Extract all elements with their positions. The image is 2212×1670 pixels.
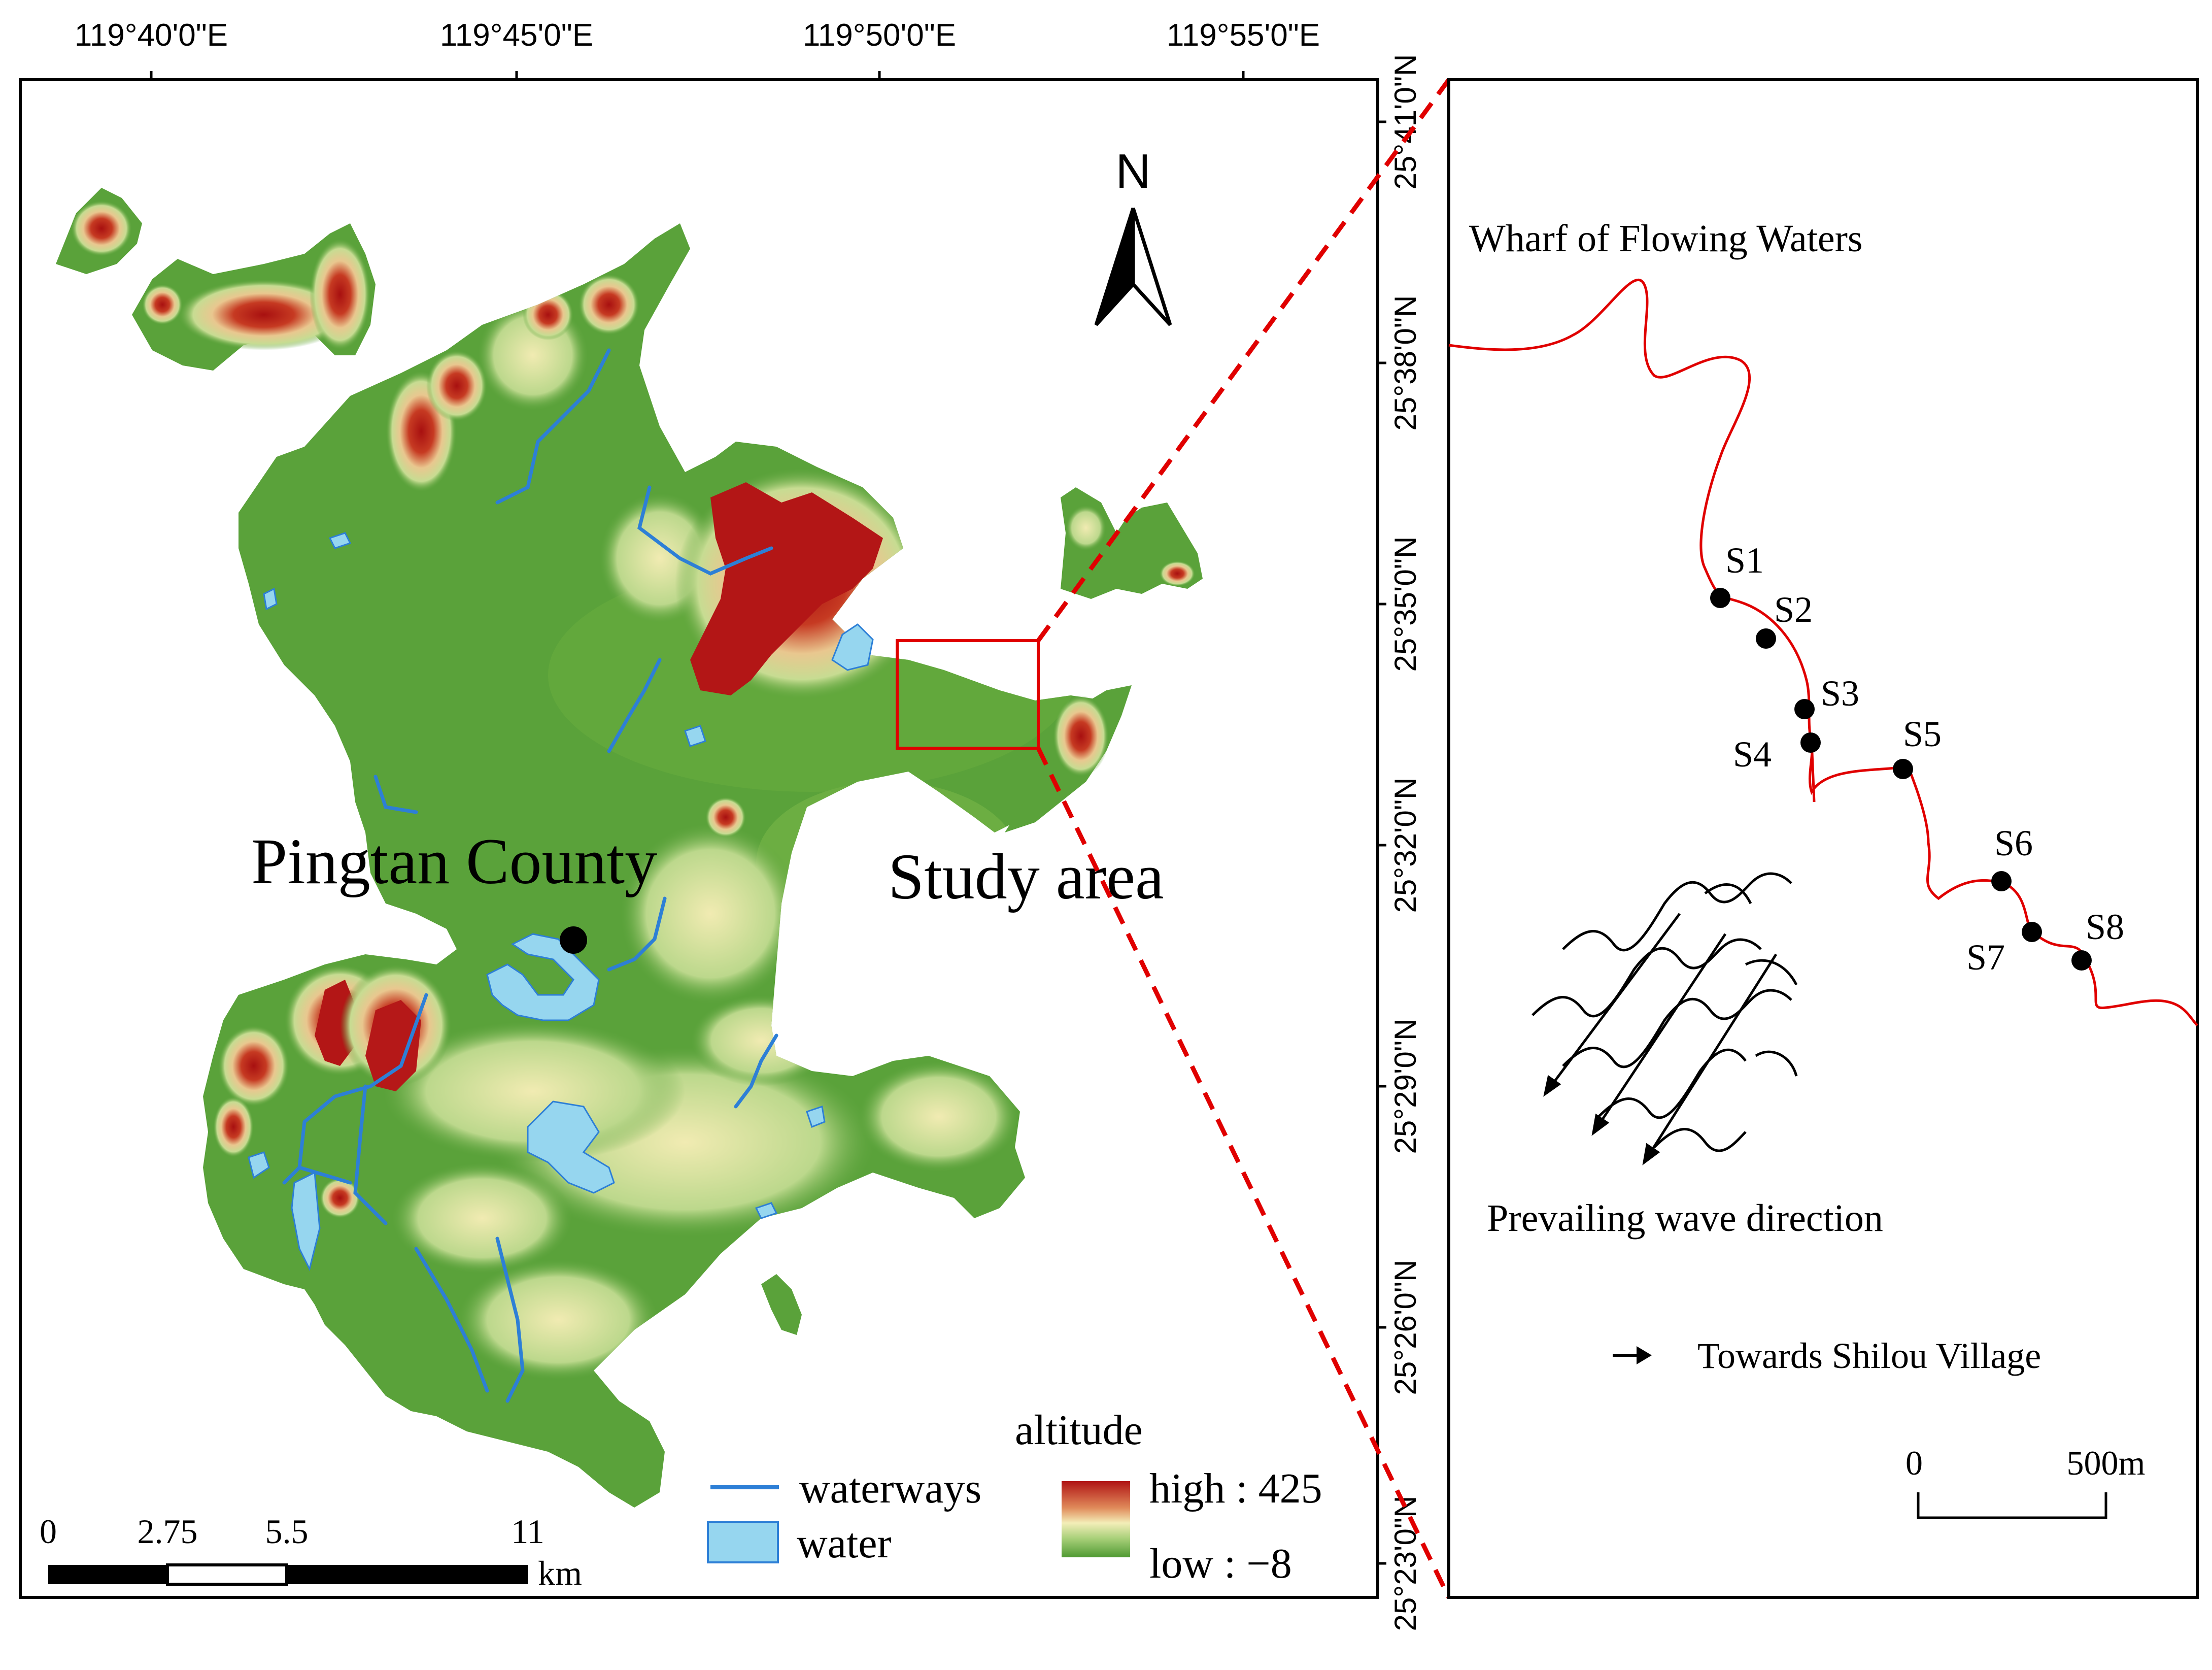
red-massif [690, 482, 883, 695]
station-s2 [1756, 628, 1776, 649]
lon-label-4: 119°55'0"E [1167, 18, 1320, 53]
scale-tick-1: 2.75 [138, 1512, 198, 1551]
lat-labels: 25°41'0"N 25°38'0"N 25°35'0"N 25°32'0"N … [1388, 54, 1422, 1631]
right-map: Wharf of Flowing Waters S1 S2 S3 S4 S5 S… [1447, 78, 2199, 1599]
zoom-connectors [1036, 78, 1451, 1598]
station-s6 [1991, 871, 2012, 891]
legend-water-label: water [797, 1520, 892, 1567]
county-label: Pingtan County [251, 825, 657, 897]
islet-east-peak-b [1160, 561, 1195, 586]
study-area-label: Study area [888, 841, 1164, 913]
lat-label-4: 25°32'0"N [1388, 778, 1422, 913]
pond-7 [755, 1202, 778, 1219]
lat-label-5: 25°29'0"N [1388, 1019, 1422, 1154]
lake-south [527, 1100, 615, 1194]
station-label-s7: S7 [1966, 937, 2005, 978]
station-s3 [1794, 699, 1815, 719]
towards-label: Towards Shilou Village [1697, 1335, 2041, 1376]
scale-tick-2: 5.5 [265, 1512, 309, 1551]
relief [213, 274, 1076, 1381]
waterway-6 [734, 1033, 778, 1109]
scale-unit: km [538, 1554, 582, 1592]
station-label-s3: S3 [1821, 673, 1859, 714]
islet-south [761, 1274, 802, 1335]
station-label-s4: S4 [1733, 734, 1772, 775]
terrain [56, 188, 1203, 1508]
waterway-1 [495, 348, 611, 505]
left-map: 119°40'0"E 119°45'0"E 119°50'0"E 119°55'… [19, 18, 1422, 1631]
islet-east-peak-a [1066, 505, 1106, 551]
legend-title: altitude [1015, 1407, 1143, 1454]
scale-bar: 0 2.75 5.5 11 km [40, 1512, 582, 1592]
lat-ticks [1378, 120, 1386, 1565]
lon-label-2: 119°45'0"E [440, 18, 593, 53]
station-label-s6: S6 [1994, 823, 2033, 863]
stations: S1 S2 S3 S4 S5 S6 S7 S8 [1710, 540, 2124, 978]
lon-ticks [150, 71, 1245, 80]
right-map-frame [1447, 78, 2199, 1599]
legend: altitude waterways water high : 425 low … [707, 1407, 1322, 1587]
waterway-9 [297, 1165, 352, 1185]
pond-6 [806, 1106, 826, 1128]
right-scale-tick-1: 500m [2067, 1444, 2146, 1482]
waterway-11 [495, 1237, 525, 1403]
waterway-8 [353, 1084, 388, 1225]
scale-tick-3: 11 [511, 1512, 544, 1551]
waterway-3 [607, 658, 662, 753]
towards-arrow-icon [1613, 1346, 1652, 1364]
wave-arrows [1543, 913, 1778, 1165]
lat-label-1: 25°41'0"N [1388, 54, 1422, 190]
station-label-s5: S5 [1903, 714, 1942, 754]
lat-label-2: 25°38'0"N [1388, 295, 1422, 431]
lake-central [486, 933, 600, 1021]
pond-4 [328, 532, 352, 549]
wharf-label: Wharf of Flowing Waters [1469, 217, 1863, 260]
north-label: N [1115, 144, 1150, 198]
lat-label-3: 25°35'0"N [1388, 537, 1422, 672]
islet-nw-2-peak-a [178, 279, 350, 350]
coastline [1448, 279, 2198, 1026]
legend-altitude-ramp [1062, 1481, 1130, 1557]
station-s7 [2022, 922, 2042, 942]
waterway-5 [607, 896, 667, 972]
pond-1 [684, 725, 706, 747]
legend-high-label: high : 425 [1149, 1465, 1322, 1512]
station-s1 [1710, 588, 1730, 608]
county-seat-marker [560, 926, 587, 954]
connector-bottom [1036, 747, 1451, 1598]
waterway-10 [414, 1247, 489, 1393]
station-label-s8: S8 [2086, 907, 2124, 947]
study-area-box [896, 639, 1040, 750]
right-scale-bar: 0 500m [1905, 1444, 2146, 1519]
station-s4 [1800, 732, 1821, 753]
north-arrow: N [1094, 144, 1172, 326]
lon-label-1: 119°40'0"E [75, 18, 228, 53]
lon-label-3: 119°50'0"E [803, 18, 956, 53]
station-s5 [1893, 759, 1913, 779]
reservoir-north [831, 623, 874, 671]
legend-waterways-label: waterways [799, 1465, 981, 1512]
waterway-4 [373, 775, 418, 814]
lat-label-6: 25°26'0"N [1388, 1260, 1422, 1395]
peninsula-peak [1053, 695, 1109, 777]
station-label-s1: S1 [1725, 540, 1764, 581]
pond-2 [248, 1151, 270, 1179]
wave-direction-label: Prevailing wave direction [1487, 1197, 1883, 1240]
station-s8 [2071, 950, 2092, 971]
station-label-s2: S2 [1774, 589, 1813, 630]
islet-nw-2-peak-b [310, 239, 370, 350]
islet-nw-1-peak [71, 201, 132, 256]
waterways [282, 348, 778, 1403]
islet-nw-2-peak-c [142, 284, 183, 325]
waterway-2 [637, 485, 773, 576]
pond-5 [263, 587, 278, 611]
legend-low-label: low : −8 [1149, 1540, 1292, 1587]
legend-water-swatch [707, 1521, 779, 1563]
scale-tick-0: 0 [40, 1512, 57, 1551]
right-scale-tick-0: 0 [1905, 1444, 1923, 1482]
water-bodies [248, 532, 874, 1272]
lat-label-7: 25°23'0"N [1388, 1496, 1422, 1631]
